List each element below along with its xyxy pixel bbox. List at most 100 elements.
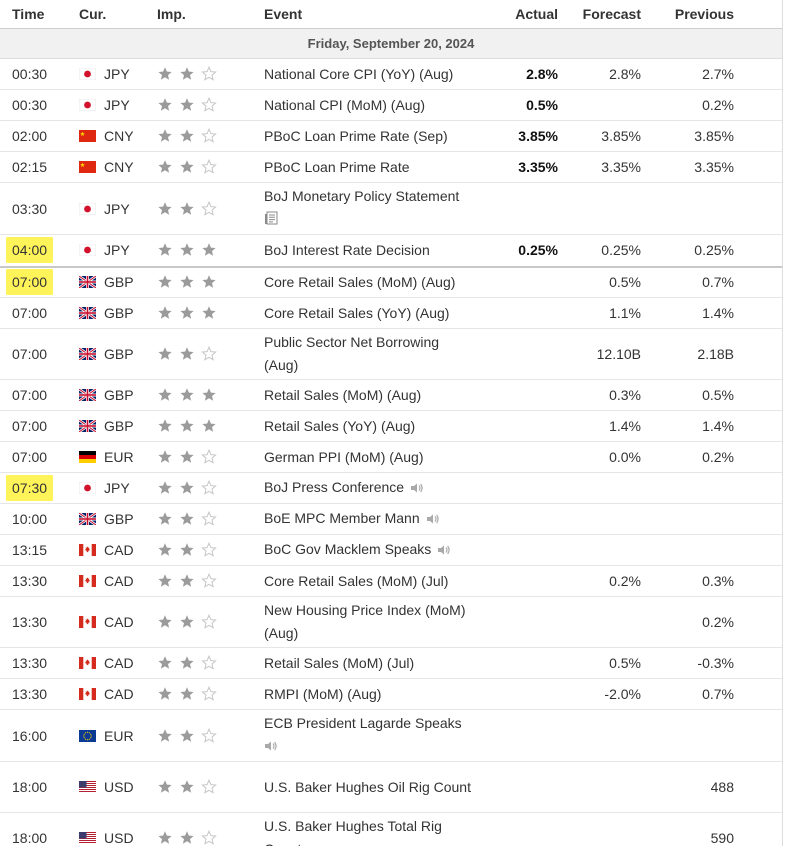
event-cell[interactable]: ECB President Lagarde Speaks xyxy=(264,709,482,762)
speaker-icon[interactable] xyxy=(437,540,451,563)
header-time[interactable]: Time xyxy=(0,0,79,29)
event-cell[interactable]: BoC Gov Macklem Speaks xyxy=(264,534,482,566)
event-cell[interactable]: National Core CPI (YoY) (Aug) xyxy=(264,58,482,90)
event-name[interactable]: RMPI (MoM) (Aug) xyxy=(264,685,382,702)
star-filled-icon xyxy=(179,542,195,558)
table-row[interactable]: 02:00 CNY PBoC Loan Prime Rate (Sep) 3.85% 3… xyxy=(0,120,782,152)
table-row[interactable]: 18:00 USD U.S. Baker Hughes Oil Rig Count 4… xyxy=(0,761,782,813)
table-row[interactable]: 00:30 JPY National Core CPI (YoY) (Aug) 2.8… xyxy=(0,58,782,90)
speaker-icon[interactable] xyxy=(410,478,424,501)
table-row[interactable]: 13:30 CAD RMPI (MoM) (Aug) -2.0% 0.7% xyxy=(0,678,782,710)
star-filled-icon xyxy=(157,66,173,82)
actual-value: 2.8% xyxy=(482,58,560,90)
event-time: 07:00 xyxy=(6,269,54,296)
event-name[interactable]: U.S. Baker Hughes Oil Rig Count xyxy=(264,778,471,795)
header-forecast[interactable]: Forecast xyxy=(560,0,647,29)
event-cell[interactable]: BoJ Press Conference xyxy=(264,472,482,504)
event-name[interactable]: BoC Gov Macklem Speaks xyxy=(264,540,432,557)
event-cell[interactable]: BoE MPC Member Mann xyxy=(264,503,482,535)
currency-code: CNY xyxy=(104,128,134,144)
table-row[interactable]: 07:00 GBP Core Retail Sales (YoY) (Aug) 1.1… xyxy=(0,297,782,329)
header-currency[interactable]: Cur. xyxy=(79,0,157,29)
table-row[interactable]: 07:00 GBP Public Sector Net Borrowing (Aug… xyxy=(0,328,782,380)
event-cell[interactable]: U.S. Baker Hughes Oil Rig Count xyxy=(264,761,482,813)
event-name[interactable]: Retail Sales (MoM) (Aug) xyxy=(264,386,422,403)
event-name[interactable]: BoJ Monetary Policy Statement xyxy=(264,188,460,204)
event-name[interactable]: PBoC Loan Prime Rate (Sep) xyxy=(264,127,448,144)
event-cell[interactable]: Core Retail Sales (MoM) (Jul) xyxy=(264,565,482,597)
event-cell[interactable]: Retail Sales (YoY) (Aug) xyxy=(264,410,482,442)
event-name[interactable]: PBoC Loan Prime Rate xyxy=(264,158,410,175)
event-time: 13:30 xyxy=(12,686,48,702)
table-row[interactable]: 07:00 GBP Retail Sales (MoM) (Aug) 0.3% 0.5% xyxy=(0,379,782,411)
event-name[interactable]: Retail Sales (MoM) (Jul) xyxy=(264,654,415,671)
table-row[interactable]: 13:30 CAD Core Retail Sales (MoM) (Jul) 0.2… xyxy=(0,565,782,597)
event-name[interactable]: BoE MPC Member Mann xyxy=(264,509,420,526)
event-name[interactable]: Public Sector Net Borrowing (Aug) xyxy=(264,334,440,373)
table-row[interactable]: 13:30 CAD Retail Sales (MoM) (Jul) 0.5% -0.3… xyxy=(0,647,782,679)
event-cell[interactable]: RMPI (MoM) (Aug) xyxy=(264,678,482,710)
table-row[interactable]: 04:00 JPY BoJ Interest Rate Decision 0.25% 0… xyxy=(0,234,782,268)
header-event[interactable]: Event xyxy=(264,0,482,29)
event-name[interactable]: Core Retail Sales (MoM) (Jul) xyxy=(264,572,449,589)
event-cell[interactable]: BoJ Interest Rate Decision xyxy=(264,234,482,268)
event-time: 13:30 xyxy=(12,614,48,630)
event-cell[interactable]: Retail Sales (MoM) (Aug) xyxy=(264,379,482,411)
speaker-icon[interactable] xyxy=(426,509,440,532)
event-name[interactable]: U.S. Baker Hughes Total Rig Count xyxy=(264,818,442,846)
event-name[interactable]: National CPI (MoM) (Aug) xyxy=(264,96,426,113)
table-row[interactable]: 07:30 JPY BoJ Press Conference xyxy=(0,472,782,504)
event-name[interactable]: BoJ Press Conference xyxy=(264,478,405,495)
event-cell[interactable]: PBoC Loan Prime Rate (Sep) xyxy=(264,120,482,152)
forecast-value xyxy=(560,89,647,121)
event-name[interactable]: Retail Sales (YoY) (Aug) xyxy=(264,417,416,434)
event-cell[interactable]: U.S. Baker Hughes Total Rig Count xyxy=(264,812,482,846)
table-row[interactable]: 13:15 CAD BoC Gov Macklem Speaks xyxy=(0,534,782,566)
table-row[interactable]: 18:00 USD U.S. Baker Hughes Total Rig Coun… xyxy=(0,812,782,846)
event-cell[interactable]: Core Retail Sales (YoY) (Aug) xyxy=(264,297,482,329)
star-filled-icon xyxy=(157,830,173,846)
star-filled-icon xyxy=(179,305,195,321)
event-cell[interactable]: PBoC Loan Prime Rate xyxy=(264,151,482,183)
event-name[interactable]: ECB President Lagarde Speaks xyxy=(264,715,462,731)
event-name[interactable]: German PPI (MoM) (Aug) xyxy=(264,448,424,465)
time-cell: 04:00 xyxy=(0,234,79,268)
table-row[interactable]: 10:00 GBP BoE MPC Member Mann xyxy=(0,503,782,535)
event-cell[interactable]: New Housing Price Index (MoM) (Aug) xyxy=(264,596,482,648)
event-name[interactable]: BoJ Interest Rate Decision xyxy=(264,241,430,258)
star-filled-icon xyxy=(179,614,195,630)
currency-cell: GBP xyxy=(79,379,157,411)
importance-cell xyxy=(157,441,264,473)
event-cell[interactable]: German PPI (MoM) (Aug) xyxy=(264,441,482,473)
event-time: 00:30 xyxy=(12,66,48,82)
event-name[interactable]: Core Retail Sales (MoM) (Aug) xyxy=(264,273,456,290)
event-name[interactable]: National Core CPI (YoY) (Aug) xyxy=(264,65,454,82)
canada-flag-icon xyxy=(79,616,96,628)
event-cell[interactable]: National CPI (MoM) (Aug) xyxy=(264,89,482,121)
header-actual[interactable]: Actual xyxy=(482,0,560,29)
header-importance[interactable]: Imp. xyxy=(157,0,264,29)
event-cell[interactable]: BoJ Monetary Policy Statement xyxy=(264,182,482,235)
table-row[interactable]: 13:30 CAD New Housing Price Index (MoM) (A… xyxy=(0,596,782,648)
speaker-icon[interactable] xyxy=(264,736,474,759)
previous-value: 3.85% xyxy=(647,120,782,152)
event-time: 13:15 xyxy=(12,542,48,558)
table-row[interactable]: 00:30 JPY National CPI (MoM) (Aug) 0.5% 0.2% xyxy=(0,89,782,121)
table-row[interactable]: 07:00 GBP Core Retail Sales (MoM) (Aug) 0.5… xyxy=(0,266,782,298)
event-name[interactable]: New Housing Price Index (MoM) (Aug) xyxy=(264,602,466,641)
star-filled-icon xyxy=(157,573,173,589)
event-name[interactable]: Core Retail Sales (YoY) (Aug) xyxy=(264,304,450,321)
table-row[interactable]: 07:00 GBP Retail Sales (YoY) (Aug) 1.4% 1.4% xyxy=(0,410,782,442)
event-cell[interactable]: Core Retail Sales (MoM) (Aug) xyxy=(264,266,482,298)
header-previous[interactable]: Previous xyxy=(647,0,782,29)
table-row[interactable]: 02:15 CNY PBoC Loan Prime Rate 3.35% 3.35% 3.… xyxy=(0,151,782,183)
event-cell[interactable]: Retail Sales (MoM) (Jul) xyxy=(264,647,482,679)
table-row[interactable]: 07:00 EUR German PPI (MoM) (Aug) 0.0% 0.2% xyxy=(0,441,782,473)
time-cell: 07:00 xyxy=(0,266,79,298)
document-icon[interactable] xyxy=(264,209,474,232)
event-cell[interactable]: Public Sector Net Borrowing (Aug) xyxy=(264,328,482,380)
actual-value xyxy=(482,812,560,846)
table-row[interactable]: 03:30 JPY BoJ Monetary Policy Statement xyxy=(0,182,782,235)
table-row[interactable]: 16:00 EUR ECB President Lagarde Speaks xyxy=(0,709,782,762)
